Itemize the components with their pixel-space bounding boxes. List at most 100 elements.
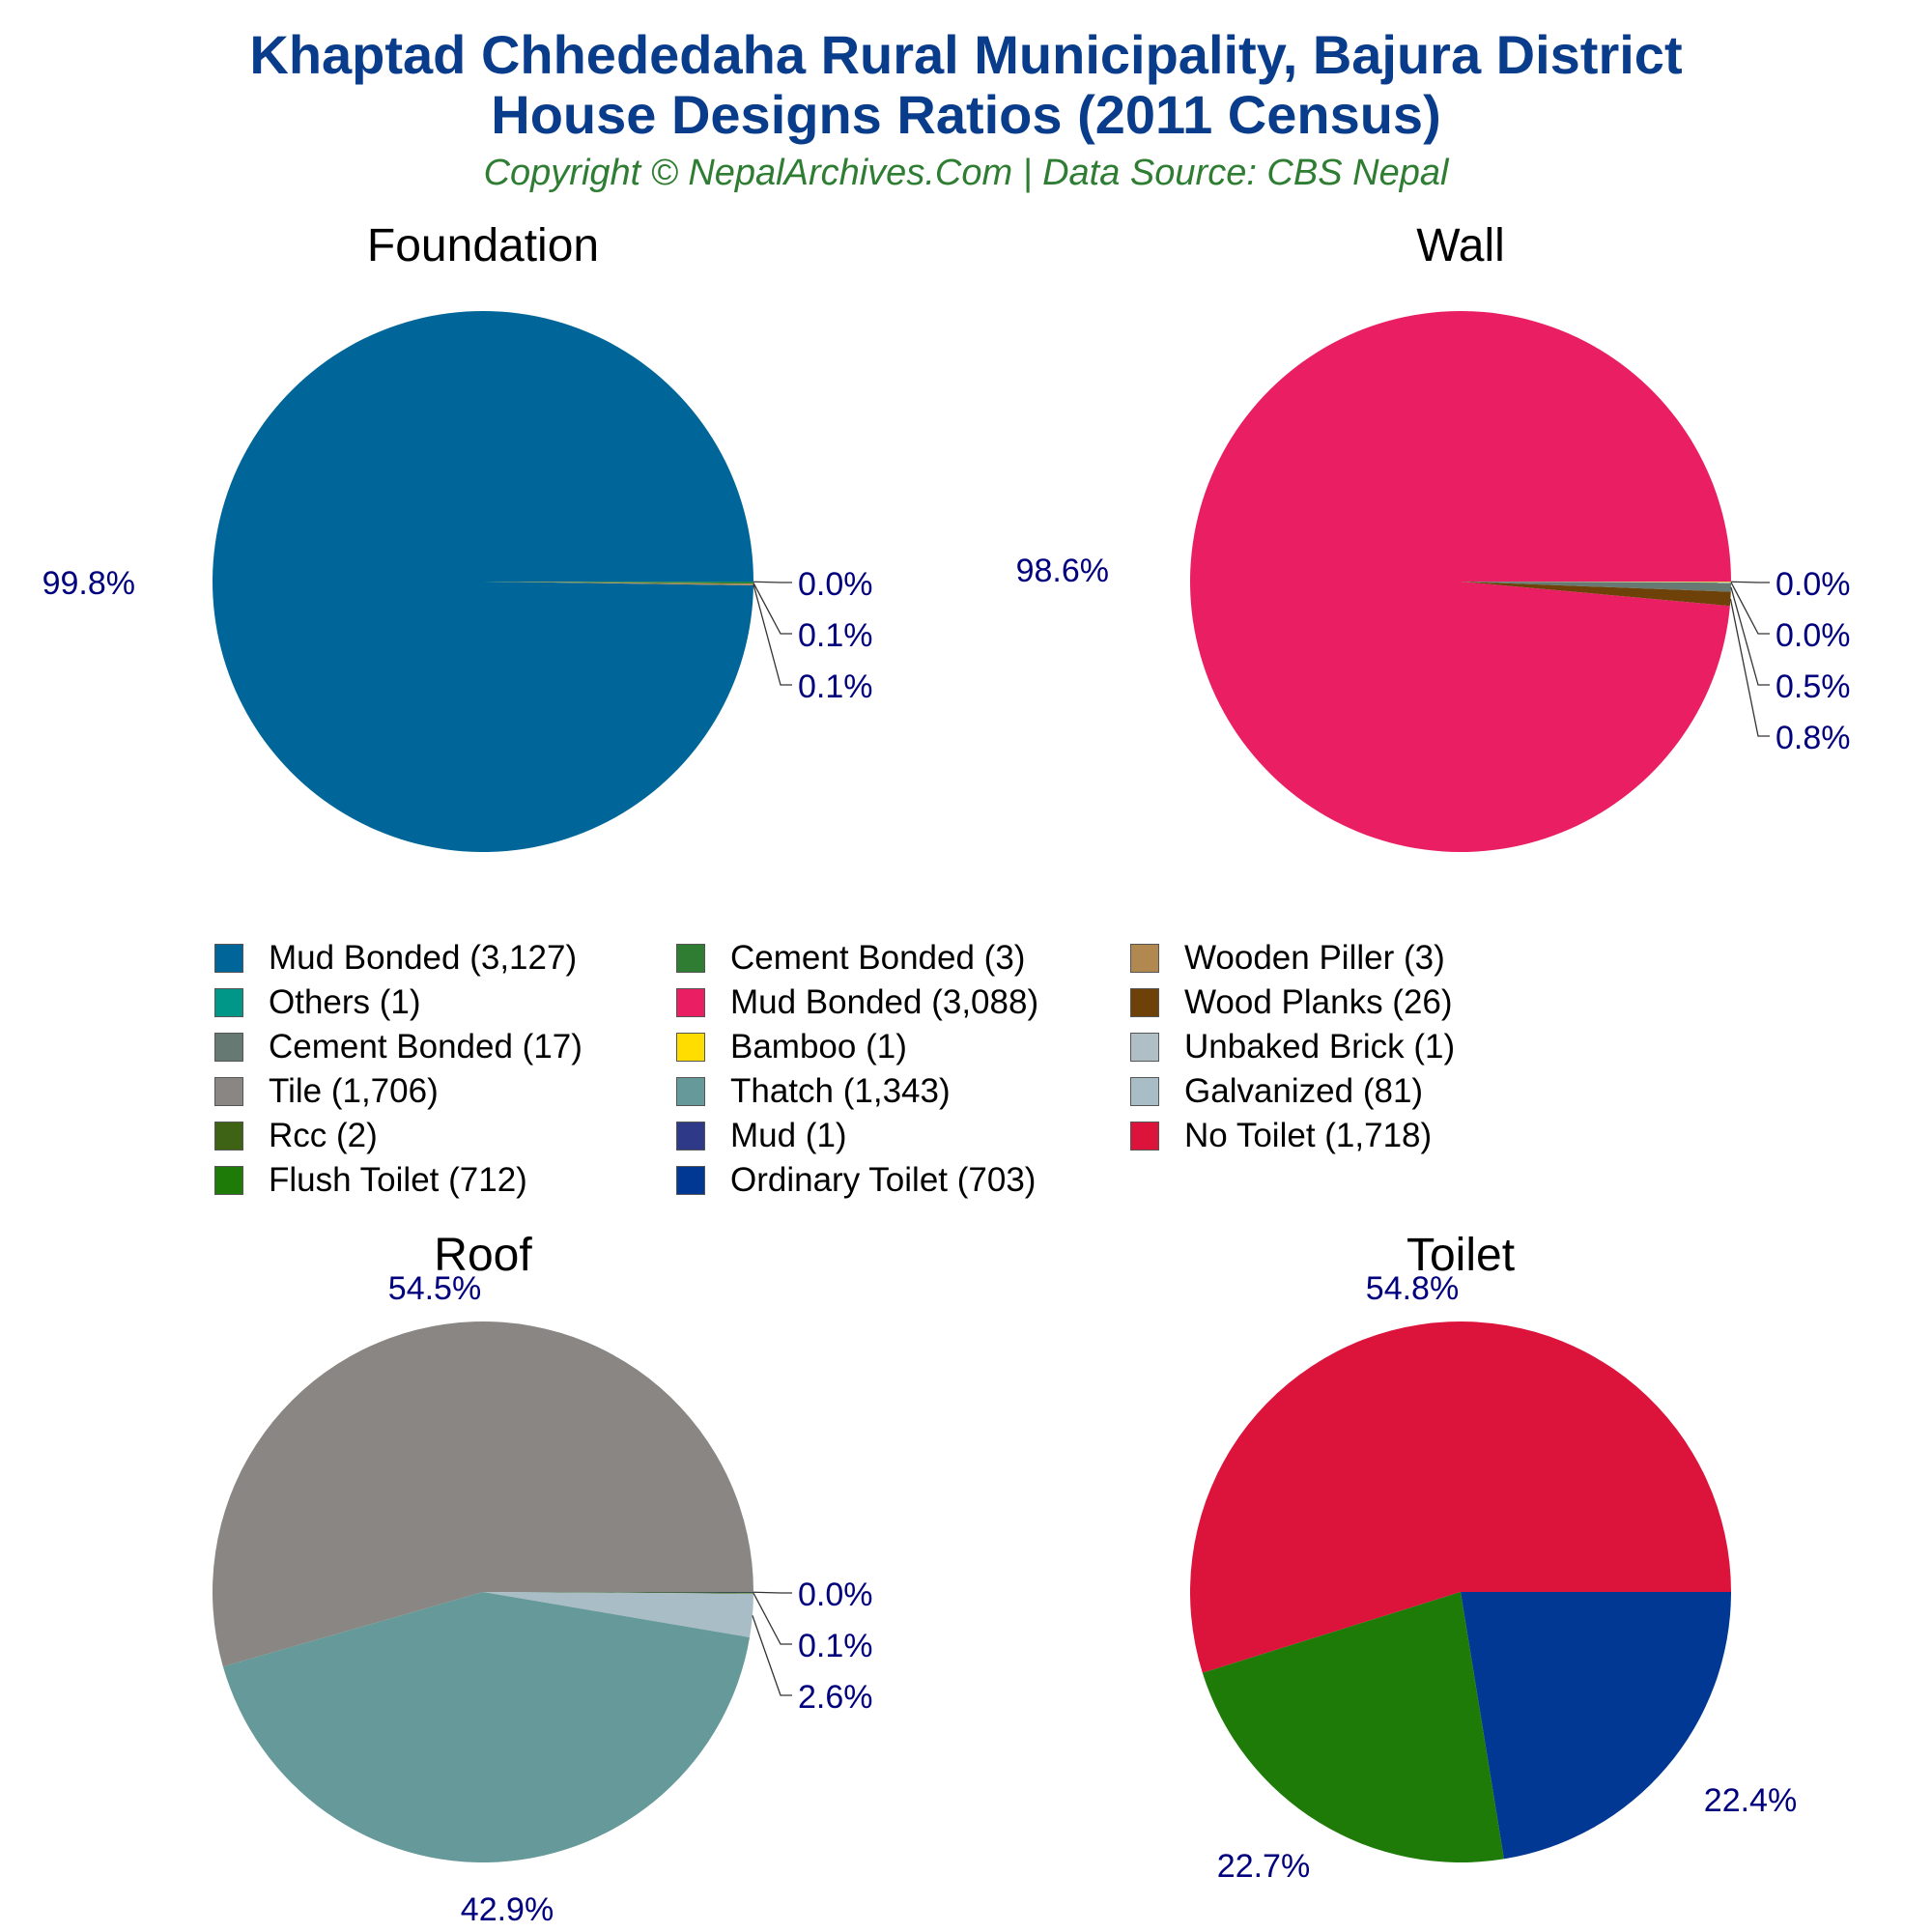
- legend-swatch: [214, 1077, 243, 1106]
- leader-line: [1730, 582, 1770, 635]
- pie-chart-wall: Wall 98.6% 0.0% 0.0% 0.5% 0.8%: [1016, 220, 1851, 853]
- pie-slice-flush-toilet: [1202, 1592, 1504, 1862]
- legend-swatch: [214, 1166, 243, 1195]
- pie-title: Toilet: [1406, 1230, 1515, 1281]
- slice-label: 0.0%: [798, 566, 873, 603]
- legend-swatch: [214, 988, 243, 1017]
- legend-item: Rcc (2): [214, 1117, 378, 1155]
- legend-swatch: [676, 1033, 705, 1062]
- legend-item: No Toilet (1,718): [1130, 1117, 1432, 1155]
- slice-label: 0.1%: [798, 668, 873, 705]
- legend-label: Wood Planks (26): [1184, 983, 1453, 1021]
- legend-item: Flush Toilet (712): [214, 1161, 527, 1200]
- legend-swatch: [676, 1077, 705, 1106]
- legend-item: Tile (1,706): [214, 1072, 439, 1111]
- legend-swatch: [676, 988, 705, 1017]
- chart-subtitle: Copyright © NepalArchives.Com | Data Sou…: [483, 153, 1449, 193]
- pie-slice-wooden-piller: [483, 582, 753, 585]
- legend-swatch: [214, 1122, 243, 1151]
- pie-slice-rcc: [483, 1592, 753, 1594]
- pie-slice-ordinary-toilet: [1461, 1592, 1731, 1860]
- pie-title: Wall: [1416, 220, 1505, 271]
- pie-slice-tile: [213, 1321, 754, 1667]
- legend-item: Wood Planks (26): [1130, 983, 1453, 1022]
- legend-label: Ordinary Toilet (703): [730, 1161, 1037, 1199]
- legend-label: Mud Bonded (3,088): [730, 983, 1039, 1021]
- slice-label: 22.4%: [1704, 1782, 1797, 1819]
- slice-label: 99.8%: [43, 565, 135, 602]
- pie-title: Roof: [434, 1230, 532, 1281]
- pie-slice-no-toilet: [1190, 1321, 1731, 1673]
- legend-item: Cement Bonded (3): [676, 939, 1025, 978]
- legend-label: Bamboo (1): [730, 1028, 907, 1065]
- legend-label: Wooden Piller (3): [1184, 939, 1445, 977]
- legend-item: Thatch (1,343): [676, 1072, 951, 1111]
- legend-item: Mud Bonded (3,127): [214, 939, 577, 978]
- legend-label: Others (1): [269, 983, 421, 1021]
- legend-label: Tile (1,706): [269, 1072, 439, 1110]
- legend-swatch: [676, 944, 705, 973]
- legend-label: Flush Toilet (712): [269, 1161, 527, 1199]
- leader-line: [1730, 586, 1770, 686]
- legend-item: Wooden Piller (3): [1130, 939, 1445, 978]
- legend-label: Rcc (2): [269, 1117, 378, 1154]
- legend-item: Bamboo (1): [676, 1028, 907, 1066]
- pie-slice-galvanized: [483, 1592, 753, 1637]
- slice-label: 0.0%: [1776, 566, 1851, 603]
- leader-line: [753, 583, 792, 686]
- legend-swatch: [1130, 1033, 1159, 1062]
- legend-item: Cement Bonded (17): [214, 1028, 582, 1066]
- pie-title: Foundation: [367, 220, 599, 271]
- legend-swatch: [1130, 988, 1159, 1017]
- leader-line: [753, 1592, 792, 1645]
- legend-label: No Toilet (1,718): [1184, 1117, 1433, 1154]
- slice-label: 0.1%: [798, 617, 873, 654]
- legend-item: Others (1): [214, 983, 421, 1022]
- slice-label: 0.0%: [798, 1577, 873, 1613]
- legend-label: Cement Bonded (3): [730, 939, 1026, 977]
- leader-line: [753, 1591, 792, 1594]
- leader-line: [752, 1615, 792, 1696]
- slice-label: 0.0%: [1776, 617, 1851, 654]
- pie-slice-cement-bonded: [483, 582, 753, 584]
- pie-chart-foundation: Foundation 99.8% 0.0% 0.1% 0.1%: [43, 220, 873, 852]
- chart-title-line2: House Designs Ratios (2011 Census): [491, 84, 1441, 145]
- legend-swatch: [676, 1122, 705, 1151]
- pie-slice-cement-bonded: [1461, 582, 1731, 592]
- slice-label: 0.1%: [798, 1628, 873, 1664]
- pie-slice-mud-bonded: [213, 310, 753, 852]
- slice-label: 22.7%: [1217, 1848, 1310, 1885]
- legend: Mud Bonded (3,127) Others (1) Cement Bonde…: [0, 939, 1932, 1209]
- legend-swatch: [1130, 1077, 1159, 1106]
- legend-swatch: [1130, 1122, 1159, 1151]
- legend-label: Galvanized (81): [1184, 1072, 1424, 1110]
- slice-label: 0.5%: [1776, 668, 1851, 705]
- legend-label: Cement Bonded (17): [269, 1028, 582, 1065]
- legend-swatch: [676, 1166, 705, 1195]
- leader-line: [753, 582, 792, 635]
- legend-label: Mud (1): [730, 1117, 847, 1154]
- slice-label: 42.9%: [461, 1891, 554, 1928]
- pie-slice-wood-planks: [1461, 582, 1731, 607]
- legend-item: Mud Bonded (3,088): [676, 983, 1038, 1022]
- legend-swatch: [214, 1033, 243, 1062]
- pie-slice-thatch: [222, 1592, 751, 1862]
- legend-swatch: [1130, 944, 1159, 973]
- slice-label: 98.6%: [1016, 553, 1109, 589]
- pie-slice-mud: [483, 1592, 753, 1593]
- legend-item: Ordinary Toilet (703): [676, 1161, 1036, 1200]
- legend-label: Mud Bonded (3,127): [269, 939, 578, 977]
- legend-item: Mud (1): [676, 1117, 847, 1155]
- legend-label: Unbaked Brick (1): [1184, 1028, 1456, 1065]
- legend-item: Galvanized (81): [1130, 1072, 1423, 1111]
- legend-item: Unbaked Brick (1): [1130, 1028, 1455, 1066]
- leader-line: [1729, 598, 1770, 737]
- slice-label: 54.5%: [388, 1270, 481, 1307]
- slice-label: 54.8%: [1366, 1270, 1459, 1307]
- slice-label: 2.6%: [798, 1679, 873, 1716]
- chart-title-line1: Khaptad Chhededaha Rural Municipality, B…: [249, 24, 1683, 85]
- pie-slice-mud-bonded: [1190, 311, 1731, 853]
